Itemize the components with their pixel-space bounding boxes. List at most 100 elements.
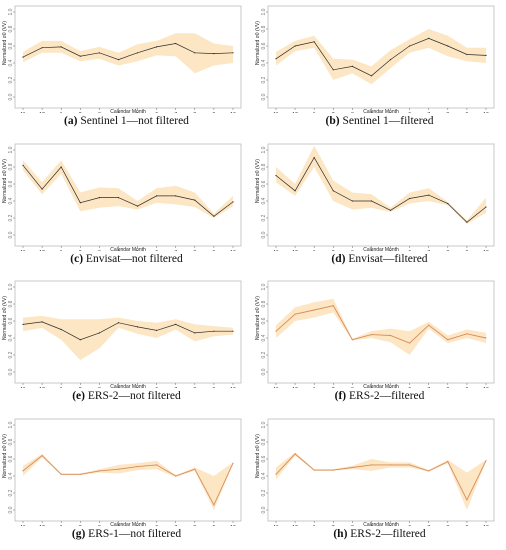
data-point <box>389 209 392 211</box>
data-point <box>389 463 392 465</box>
x-tick-label: 12 <box>292 250 298 251</box>
x-tick-label: 2 <box>79 525 82 526</box>
x-tick-label: 1 <box>313 525 316 526</box>
x-tick-label: 11 <box>20 250 25 251</box>
mean-line <box>275 452 487 501</box>
data-point <box>294 313 296 315</box>
data-point <box>485 205 487 208</box>
y-tick-label: 0.4 <box>261 334 267 341</box>
data-point <box>389 334 392 337</box>
x-tick-label: 3 <box>351 387 354 388</box>
chart-caption: (f) ERS-2—filtered <box>334 390 425 402</box>
data-point <box>213 503 215 505</box>
data-point <box>428 37 430 40</box>
x-tick-label: 12 <box>39 250 45 251</box>
data-point <box>370 75 373 77</box>
mean-line <box>22 321 233 341</box>
x-tick-label: 1 <box>313 112 316 113</box>
data-point <box>485 337 487 339</box>
x-tick-label: 6 <box>155 387 158 388</box>
data-point <box>409 197 411 199</box>
mean-line <box>275 305 487 344</box>
y-tick-label: 0.6 <box>261 455 267 462</box>
x-tick-label: 7 <box>427 112 430 113</box>
data-point <box>485 459 487 461</box>
x-tick-label: 3 <box>98 250 101 251</box>
x-tick-label: 2 <box>79 387 82 388</box>
data-point <box>41 47 43 49</box>
data-point <box>22 56 24 58</box>
x-tick-label: 1 <box>313 387 316 388</box>
x-tick-label: 3 <box>351 112 354 113</box>
x-tick-label: 5 <box>389 387 392 388</box>
x-tick-label: 11 <box>20 112 25 113</box>
x-tick-label: 11 <box>20 525 25 526</box>
data-point <box>389 59 392 61</box>
x-tick-label: 1 <box>60 250 63 251</box>
y-tick-label: 0.8 <box>8 300 14 307</box>
data-point <box>332 69 334 71</box>
data-point <box>275 473 277 475</box>
x-tick-label: 5 <box>136 250 139 251</box>
x-axis-title: Calendar Month <box>363 109 399 113</box>
x-tick-label: 11 <box>20 387 25 388</box>
x-tick-label: 8 <box>446 525 449 526</box>
x-tick-label: 5 <box>389 112 392 113</box>
x-tick-label: 10 <box>483 525 489 526</box>
x-tick-label: 4 <box>370 112 373 113</box>
y-tick-label: 0.8 <box>8 163 14 170</box>
x-tick-label: 4 <box>117 250 120 251</box>
x-tick-label: 4 <box>370 387 373 388</box>
y-tick-label: 1.0 <box>261 146 267 153</box>
y-tick-label: 0.6 <box>261 42 267 49</box>
data-point <box>213 330 215 332</box>
x-tick-label: 9 <box>466 250 469 251</box>
x-tick-label: 6 <box>408 525 411 526</box>
data-point <box>370 199 373 202</box>
x-tick-label: 5 <box>136 112 139 113</box>
x-tick-label: 7 <box>174 387 177 388</box>
x-tick-label: 8 <box>193 112 196 113</box>
x-tick-label: 1 <box>313 250 316 251</box>
data-point <box>370 334 373 336</box>
chart-caption: (g) ERS-1—not filtered <box>71 527 182 540</box>
chart-caption: (d) Envisat—filtered <box>331 252 428 265</box>
y-tick-label: 0.4 <box>261 472 267 479</box>
x-tick-label: 9 <box>466 112 469 113</box>
x-tick-label: 12 <box>39 112 45 113</box>
data-point <box>294 45 296 47</box>
data-point <box>313 41 315 43</box>
data-point <box>351 65 353 67</box>
data-point <box>60 165 62 168</box>
y-tick-label: 0.4 <box>8 59 14 66</box>
variability-band <box>23 453 233 510</box>
data-point <box>175 194 177 196</box>
data-point <box>136 326 139 328</box>
x-tick-label: 4 <box>370 525 373 526</box>
x-tick-label: 4 <box>117 112 120 113</box>
data-point <box>213 215 215 217</box>
data-point <box>485 54 487 57</box>
y-tick-label: 1.0 <box>8 421 14 428</box>
data-point <box>41 188 43 190</box>
y-tick-label: 0.0 <box>261 231 267 238</box>
y-axis-title: Normalized σ0 (VV) <box>2 21 8 65</box>
data-point <box>175 474 177 477</box>
y-tick-label: 0.2 <box>8 76 14 83</box>
data-point <box>98 52 100 54</box>
data-point <box>41 321 43 323</box>
x-axis-title: Calendar Month <box>110 384 146 388</box>
mean-line <box>22 43 234 60</box>
data-point <box>213 53 215 55</box>
x-axis-title: Calendar Month <box>110 109 146 113</box>
y-tick-label: 1.0 <box>261 421 267 428</box>
y-tick-label: 0.4 <box>261 59 267 66</box>
y-tick-label: 0.2 <box>261 489 267 496</box>
plot-frame <box>14 418 242 521</box>
y-axis-title: Normalized σ0 (VV) <box>2 158 8 202</box>
